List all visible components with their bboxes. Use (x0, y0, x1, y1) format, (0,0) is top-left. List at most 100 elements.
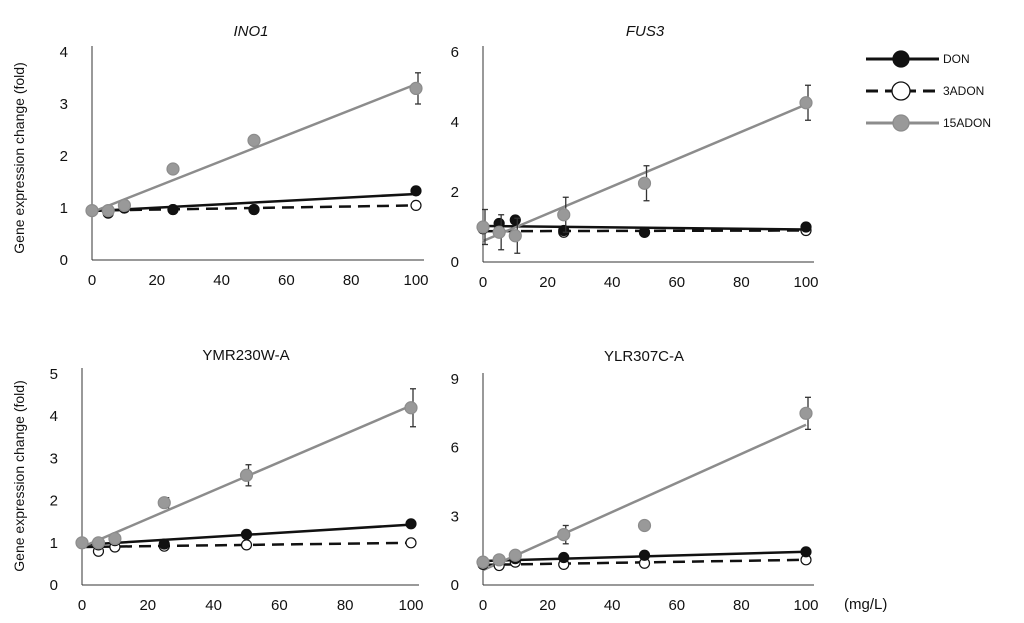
chart-panel-3: YMR230W-A 0 1 2 3 4 5 0 20 40 60 80 100 (50, 347, 424, 614)
data-point-15adon (799, 96, 813, 110)
y-tick-label: 0 (50, 577, 58, 594)
trend-line-15adon (482, 103, 807, 243)
data-point-don (240, 528, 253, 540)
y-tick-label: 6 (451, 440, 459, 457)
x-tick-label: 100 (403, 272, 428, 289)
x-tick-label: 80 (733, 274, 750, 291)
y-tick-label: 3 (50, 450, 58, 467)
trend-line-15adon (482, 423, 807, 572)
x-unit-label: (mg/L) (844, 596, 887, 613)
data-point-don (167, 203, 179, 216)
data-point-don (638, 226, 651, 238)
y-tick-label: 1 (50, 535, 58, 552)
y-tick-label: 3 (60, 96, 68, 113)
y-tick-label: 9 (451, 371, 459, 388)
legend-marker (892, 114, 910, 132)
x-tick-label: 20 (539, 274, 556, 291)
data-point-15adon (247, 133, 261, 147)
x-tick-label: 80 (343, 272, 360, 289)
x-tick-label: 20 (148, 272, 165, 289)
y-tick-label: 0 (451, 254, 459, 271)
y-tick-label: 2 (60, 148, 68, 165)
x-tick-label: 100 (793, 274, 818, 291)
chart-title: INO1 (233, 23, 268, 40)
data-point-15adon (799, 406, 813, 420)
data-point-15adon (492, 553, 506, 567)
data-point-don (509, 214, 521, 226)
data-point-don (558, 224, 570, 237)
data-point-don (405, 518, 417, 530)
x-tick-label: 80 (337, 597, 354, 614)
x-tick-label: 0 (88, 272, 96, 289)
data-point-15adon (404, 401, 418, 415)
data-point-15adon (508, 229, 522, 243)
y-tick-label: 4 (451, 114, 459, 131)
data-point-15adon (476, 220, 490, 234)
x-tick-label: 40 (604, 597, 621, 614)
legend-item-don: DON (866, 50, 970, 68)
y-axis-label-bottom: Gene expression change (fold) (11, 380, 27, 571)
y-tick-label: 0 (60, 252, 68, 269)
data-point-15adon (557, 528, 571, 542)
x-tick-label: 60 (668, 274, 685, 291)
data-point-3adon (240, 539, 253, 551)
legend-marker (892, 50, 910, 68)
legend-item-15adon: 15ADON (866, 114, 991, 132)
x-tick-label: 60 (278, 272, 295, 289)
data-point-15adon (108, 531, 122, 546)
data-point-15adon (101, 204, 115, 218)
x-tick-label: 0 (479, 597, 487, 614)
x-tick-label: 0 (479, 274, 487, 291)
data-point-15adon (85, 204, 99, 218)
x-tick-label: 80 (733, 597, 750, 614)
data-point-3adon (410, 199, 422, 211)
data-point-15adon (117, 198, 132, 212)
legend-label: 3ADON (943, 84, 984, 98)
x-tick-label: 60 (668, 597, 685, 614)
data-point-15adon (508, 548, 522, 562)
trend-line-don (91, 192, 417, 213)
trend-line-3adon (81, 541, 412, 549)
data-point-15adon (166, 162, 180, 176)
data-point-15adon (557, 208, 571, 222)
x-tick-label: 100 (793, 597, 818, 614)
x-tick-label: 40 (205, 597, 222, 614)
data-point-15adon (75, 536, 89, 550)
data-point-don (800, 221, 812, 233)
data-point-don (158, 538, 170, 550)
chart-title: FUS3 (626, 23, 665, 40)
data-point-3adon (405, 537, 417, 549)
data-point-don (558, 551, 570, 564)
legend-label: 15ADON (943, 116, 991, 130)
data-point-15adon (492, 225, 506, 239)
legend: DON 3ADON 15ADON (866, 50, 991, 132)
y-tick-label: 5 (50, 366, 58, 383)
y-tick-label: 6 (451, 44, 459, 61)
y-tick-label: 2 (451, 184, 459, 201)
chart-panel-4: YLR307C-A 0 3 6 9 0 20 40 60 80 100 (451, 348, 819, 614)
data-point-don (638, 549, 651, 561)
legend-marker (891, 81, 911, 101)
y-tick-label: 4 (50, 408, 58, 425)
y-tick-label: 2 (50, 493, 58, 510)
data-point-15adon (476, 555, 490, 569)
y-tick-label: 0 (451, 577, 459, 594)
y-axis-label-top: Gene expression change (fold) (11, 62, 27, 253)
chart-title: YLR307C-A (604, 348, 684, 365)
data-point-15adon (239, 468, 254, 482)
data-point-don (410, 185, 422, 197)
data-point-don (800, 546, 812, 558)
trend-line-15adon (91, 83, 417, 214)
x-tick-label: 40 (604, 274, 621, 291)
legend-item-3adon: 3ADON (866, 81, 984, 101)
x-tick-label: 20 (539, 597, 556, 614)
chart-title: YMR230W-A (202, 347, 289, 364)
data-point-don (248, 203, 260, 216)
x-tick-label: 60 (271, 597, 288, 614)
x-tick-label: 20 (139, 597, 156, 614)
data-point-15adon (637, 176, 652, 190)
